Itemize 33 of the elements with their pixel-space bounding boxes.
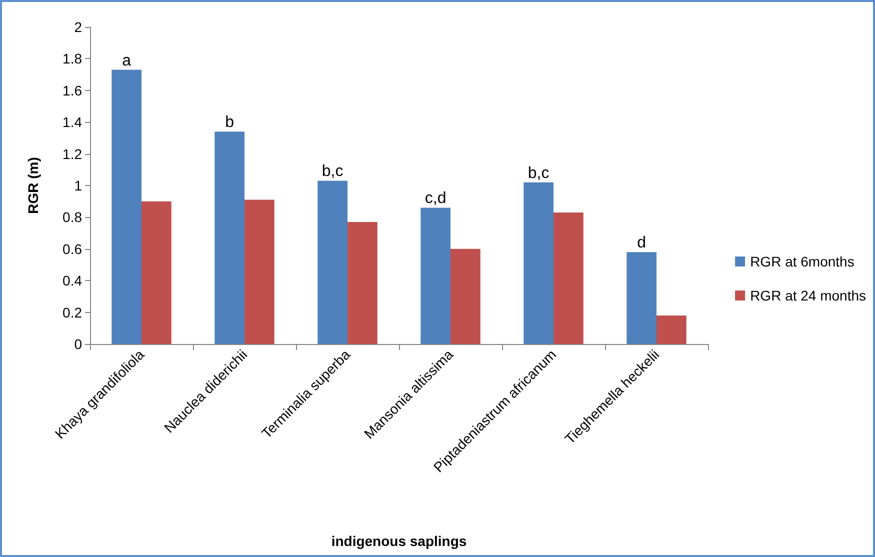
y-tick-label: 1.8 [62, 50, 82, 67]
y-tick-label: 0.6 [62, 240, 82, 257]
bar [420, 208, 450, 344]
x-axis-title: indigenous saplings [331, 533, 467, 549]
annotation: b,c [322, 163, 344, 180]
y-tick-label: 1.6 [62, 82, 82, 98]
y-axis-title: RGR (m) [25, 157, 41, 214]
bar [554, 212, 584, 344]
y-tick-label: 1.2 [62, 146, 82, 162]
bar [348, 222, 378, 344]
y-tick-label: 0 [74, 336, 82, 352]
annotation: b [225, 114, 234, 132]
y-tick-label: 0.2 [62, 304, 82, 320]
annotation: c,d [424, 190, 446, 208]
y-tick-label: 1 [74, 178, 82, 194]
y-tick-label: 1.4 [62, 114, 82, 130]
bar [214, 132, 244, 344]
annotation: d [637, 234, 646, 252]
annotation: a [122, 52, 132, 70]
annotation: b,c [528, 164, 550, 182]
y-tick-label: 0.4 [62, 272, 82, 289]
bar [450, 248, 480, 344]
bar [318, 180, 348, 344]
y-tick-label: 0.8 [62, 209, 82, 226]
bar [626, 252, 656, 344]
legend-label: RGR at 24 months [750, 288, 866, 304]
legend-label: RGR at 6months [750, 254, 854, 270]
bar [112, 70, 142, 344]
bar [656, 315, 686, 344]
y-tick-label: 2 [74, 19, 82, 35]
bar [142, 201, 172, 344]
bar [244, 200, 274, 344]
bar [524, 182, 554, 344]
